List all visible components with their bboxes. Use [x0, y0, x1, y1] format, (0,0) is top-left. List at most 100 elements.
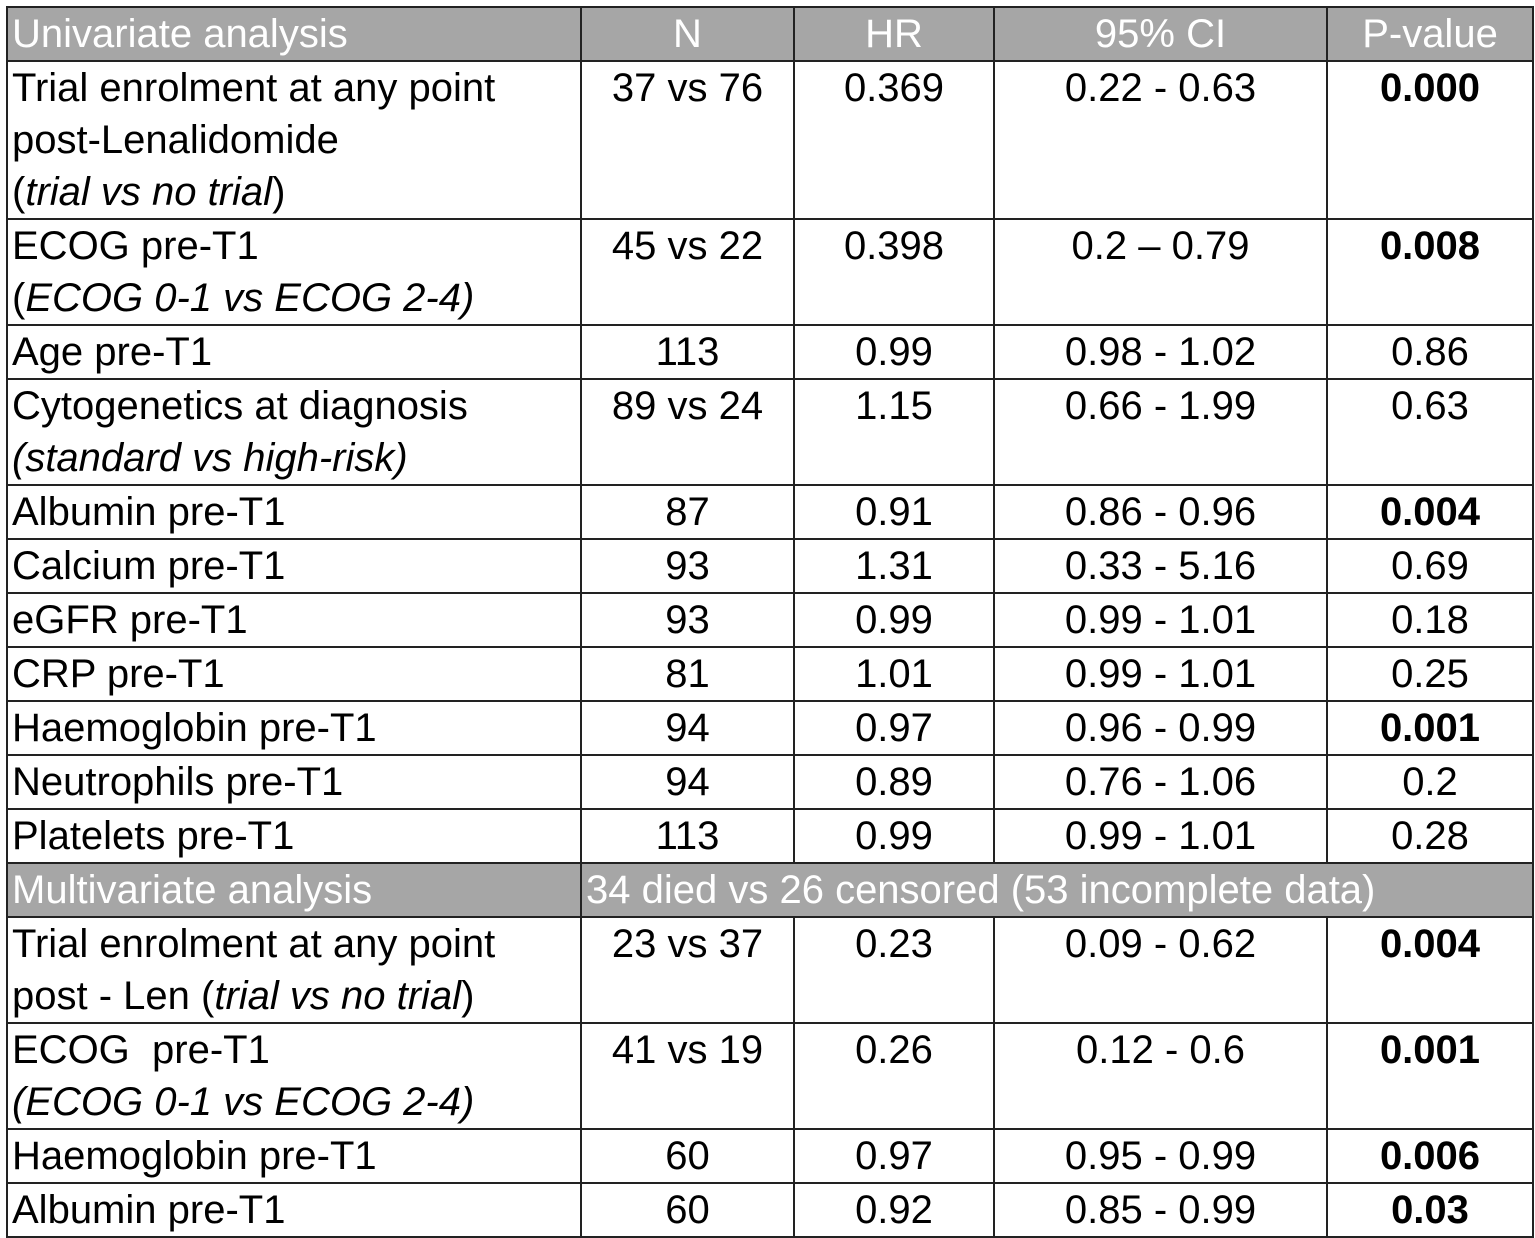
p-value-cell: 0.25	[1326, 646, 1534, 702]
table-row: ECOG pre-T1 (ECOG 0-1 vs ECOG 2-4) 41 vs …	[6, 1022, 1534, 1130]
n-cell: 94	[580, 700, 795, 756]
n-cell: 93	[580, 538, 795, 594]
table-row: eGFR pre-T1 93 0.99 0.99 - 1.01 0.18	[6, 592, 1534, 648]
row-label: Platelets pre-T1	[6, 808, 582, 864]
hr-cell: 1.01	[793, 646, 995, 702]
row-label: eGFR pre-T1	[6, 592, 582, 648]
n-cell: 41 vs 19	[580, 1022, 795, 1130]
multivariate-note: 34 died vs 26 censored (53 incomplete da…	[580, 862, 1534, 918]
ci-cell: 0.99 - 1.01	[993, 808, 1328, 864]
p-value-cell: 0.006	[1326, 1128, 1534, 1184]
col-header-p-value: P-value	[1326, 6, 1534, 62]
results-table: Univariate analysis N HR 95% CI P-value …	[6, 6, 1534, 1238]
p-value-cell: 0.69	[1326, 538, 1534, 594]
ci-cell: 0.22 - 0.63	[993, 60, 1328, 220]
hr-cell: 0.23	[793, 916, 995, 1024]
row-label: Neutrophils pre-T1	[6, 754, 582, 810]
p-value-cell: 0.63	[1326, 378, 1534, 486]
p-value-cell: 0.001	[1326, 700, 1534, 756]
hr-cell: 1.31	[793, 538, 995, 594]
row-label: Trial enrolment at any point post - Len (…	[6, 916, 582, 1024]
table-row: Calcium pre-T1 93 1.31 0.33 - 5.16 0.69	[6, 538, 1534, 594]
n-cell: 87	[580, 484, 795, 540]
hr-cell: 0.369	[793, 60, 995, 220]
table-row: Age pre-T1 113 0.99 0.98 - 1.02 0.86	[6, 324, 1534, 380]
table-row: Trial enrolment at any point post - Len (…	[6, 916, 1534, 1024]
p-value-cell: 0.004	[1326, 484, 1534, 540]
ci-cell: 0.99 - 1.01	[993, 646, 1328, 702]
row-label: Age pre-T1	[6, 324, 582, 380]
row-label: ECOG pre-T1 (ECOG 0-1 vs ECOG 2-4)	[6, 218, 582, 326]
ci-cell: 0.09 - 0.62	[993, 916, 1328, 1024]
n-cell: 113	[580, 808, 795, 864]
ci-cell: 0.66 - 1.99	[993, 378, 1328, 486]
ci-cell: 0.33 - 5.16	[993, 538, 1328, 594]
col-header-n: N	[580, 6, 795, 62]
ci-cell: 0.76 - 1.06	[993, 754, 1328, 810]
ci-cell: 0.86 - 0.96	[993, 484, 1328, 540]
hr-cell: 0.99	[793, 592, 995, 648]
hr-cell: 0.92	[793, 1182, 995, 1238]
table-row: Cytogenetics at diagnosis (standard vs hi…	[6, 378, 1534, 486]
hr-cell: 1.15	[793, 378, 995, 486]
univariate-section-label: Univariate analysis	[6, 6, 582, 62]
hr-cell: 0.91	[793, 484, 995, 540]
multivariate-header-row: Multivariate analysis 34 died vs 26 cens…	[6, 862, 1534, 918]
row-label: Trial enrolment at any point post-Lenalid…	[6, 60, 582, 220]
n-cell: 60	[580, 1128, 795, 1184]
hr-cell: 0.97	[793, 700, 995, 756]
ci-cell: 0.85 - 0.99	[993, 1182, 1328, 1238]
n-cell: 93	[580, 592, 795, 648]
table-row: Haemoglobin pre-T1 94 0.97 0.96 - 0.99 0…	[6, 700, 1534, 756]
hr-cell: 0.99	[793, 324, 995, 380]
row-label: Albumin pre-T1	[6, 1182, 582, 1238]
p-value-cell: 0.86	[1326, 324, 1534, 380]
hr-cell: 0.99	[793, 808, 995, 864]
ci-cell: 0.98 - 1.02	[993, 324, 1328, 380]
p-value-cell: 0.004	[1326, 916, 1534, 1024]
table-row: CRP pre-T1 81 1.01 0.99 - 1.01 0.25	[6, 646, 1534, 702]
row-label: Cytogenetics at diagnosis (standard vs hi…	[6, 378, 582, 486]
hr-cell: 0.398	[793, 218, 995, 326]
n-cell: 113	[580, 324, 795, 380]
n-cell: 60	[580, 1182, 795, 1238]
col-header-hr: HR	[793, 6, 995, 62]
n-cell: 94	[580, 754, 795, 810]
n-cell: 45 vs 22	[580, 218, 795, 326]
n-cell: 37 vs 76	[580, 60, 795, 220]
row-label: CRP pre-T1	[6, 646, 582, 702]
ci-cell: 0.99 - 1.01	[993, 592, 1328, 648]
row-label: Calcium pre-T1	[6, 538, 582, 594]
hr-cell: 0.89	[793, 754, 995, 810]
n-cell: 89 vs 24	[580, 378, 795, 486]
table-row: Albumin pre-T1 87 0.91 0.86 - 0.96 0.004	[6, 484, 1534, 540]
table-row: Trial enrolment at any point post-Lenalid…	[6, 60, 1534, 220]
table-row: Albumin pre-T1 60 0.92 0.85 - 0.99 0.03	[6, 1182, 1534, 1238]
ci-cell: 0.96 - 0.99	[993, 700, 1328, 756]
n-cell: 23 vs 37	[580, 916, 795, 1024]
row-label: Haemoglobin pre-T1	[6, 1128, 582, 1184]
row-label: ECOG pre-T1 (ECOG 0-1 vs ECOG 2-4)	[6, 1022, 582, 1130]
p-value-cell: 0.03	[1326, 1182, 1534, 1238]
n-cell: 81	[580, 646, 795, 702]
table-row: ECOG pre-T1 (ECOG 0-1 vs ECOG 2-4) 45 vs …	[6, 218, 1534, 326]
table-row: Haemoglobin pre-T1 60 0.97 0.95 - 0.99 0…	[6, 1128, 1534, 1184]
table-row: Neutrophils pre-T1 94 0.89 0.76 - 1.06 0…	[6, 754, 1534, 810]
ci-cell: 0.2 – 0.79	[993, 218, 1328, 326]
ci-cell: 0.12 - 0.6	[993, 1022, 1328, 1130]
p-value-cell: 0.008	[1326, 218, 1534, 326]
p-value-cell: 0.2	[1326, 754, 1534, 810]
row-label: Haemoglobin pre-T1	[6, 700, 582, 756]
hr-cell: 0.26	[793, 1022, 995, 1130]
p-value-cell: 0.001	[1326, 1022, 1534, 1130]
univariate-header-row: Univariate analysis N HR 95% CI P-value	[6, 6, 1534, 62]
row-label: Albumin pre-T1	[6, 484, 582, 540]
p-value-cell: 0.28	[1326, 808, 1534, 864]
table-row: Platelets pre-T1 113 0.99 0.99 - 1.01 0.…	[6, 808, 1534, 864]
p-value-cell: 0.18	[1326, 592, 1534, 648]
p-value-cell: 0.000	[1326, 60, 1534, 220]
col-header-ci: 95% CI	[993, 6, 1328, 62]
ci-cell: 0.95 - 0.99	[993, 1128, 1328, 1184]
multivariate-section-label: Multivariate analysis	[6, 862, 582, 918]
hr-cell: 0.97	[793, 1128, 995, 1184]
